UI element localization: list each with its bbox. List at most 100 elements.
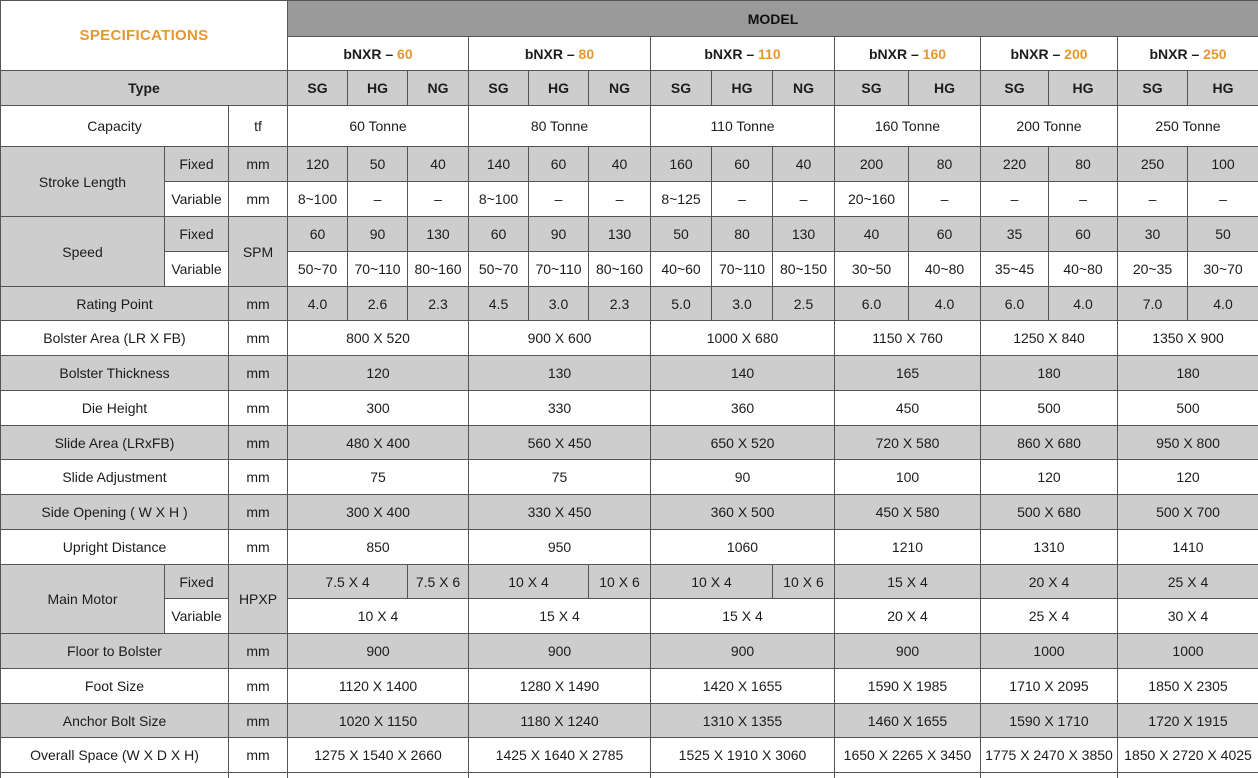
value-cell: 80 xyxy=(908,146,981,182)
value-cell: 1000 xyxy=(1117,633,1258,669)
value-cell: 7.5 X 6 xyxy=(407,564,469,599)
type-header: HG xyxy=(908,70,981,106)
type-header: HG xyxy=(528,70,589,106)
value-cell: 80~160 xyxy=(588,251,651,287)
value-cell: 860 X 680 xyxy=(980,425,1118,460)
value-cell: 1420 X 1655 xyxy=(650,668,835,704)
value-cell: 480 X 400 xyxy=(287,425,469,460)
model-name: bNXR – 250 xyxy=(1117,36,1258,71)
model-number: 60 xyxy=(397,45,413,62)
row-label: Foot Size xyxy=(0,668,229,704)
value-cell: 60 xyxy=(908,216,981,252)
type-header: SG xyxy=(834,70,909,106)
value-cell: 1250 X 840 xyxy=(980,320,1118,356)
value-cell: 650 X 520 xyxy=(650,425,835,460)
value-cell: 7.5 X 4 xyxy=(287,564,408,599)
value-cell: 50 xyxy=(347,146,408,182)
unit-cell: mm xyxy=(228,355,288,391)
model-prefix: bNXR – xyxy=(1010,45,1065,62)
value-cell: 120 xyxy=(287,146,348,182)
value-cell: 165 xyxy=(834,355,981,391)
value-cell: 60 xyxy=(287,216,348,252)
partial-row-cell xyxy=(1117,772,1258,778)
model-name: bNXR – 110 xyxy=(650,36,835,71)
value-cell: 1000 X 680 xyxy=(650,320,835,356)
row-label: Floor to Bolster xyxy=(0,633,229,669)
unit-cell: mm xyxy=(228,633,288,669)
value-cell: 40~80 xyxy=(1048,251,1118,287)
row-label: Overall Space (W X D X H) xyxy=(0,737,229,773)
value-cell: 1775 X 2470 X 3850 xyxy=(980,737,1118,773)
value-cell: 2.3 xyxy=(588,286,651,321)
sub-label: Fixed xyxy=(164,146,229,182)
value-cell: 90 xyxy=(347,216,408,252)
value-cell: 10 X 6 xyxy=(588,564,651,599)
value-cell: 1710 X 2095 xyxy=(980,668,1118,704)
value-cell: 6.0 xyxy=(834,286,909,321)
sub-label: Variable xyxy=(164,251,229,287)
value-cell: 900 xyxy=(650,633,835,669)
value-cell: 500 X 680 xyxy=(980,494,1118,530)
value-cell: 950 xyxy=(468,529,651,565)
value-cell: 4.0 xyxy=(908,286,981,321)
value-cell: 900 xyxy=(287,633,469,669)
row-label: Die Height xyxy=(0,390,229,426)
row-label: Anchor Bolt Size xyxy=(0,703,229,738)
type-header: SG xyxy=(468,70,529,106)
value-cell: 20 X 4 xyxy=(980,564,1118,599)
type-header: NG xyxy=(407,70,469,106)
value-cell: 40 xyxy=(772,146,835,182)
unit-cell: mm xyxy=(228,703,288,738)
value-cell: 360 xyxy=(650,390,835,426)
model-number: 250 xyxy=(1203,45,1227,62)
value-cell: 7.0 xyxy=(1117,286,1188,321)
value-cell: 2.5 xyxy=(772,286,835,321)
value-cell: 500 xyxy=(980,390,1118,426)
value-cell: 1310 X 1355 xyxy=(650,703,835,738)
value-cell: 110 Tonne xyxy=(650,105,835,147)
value-cell: 40 xyxy=(834,216,909,252)
table-head: SPECIFICATIONS MODEL bNXR – 60 bNXR – 80 bNX… xyxy=(0,0,1258,106)
value-cell: 800 X 520 xyxy=(287,320,469,356)
value-cell: 80~160 xyxy=(407,251,469,287)
value-cell: 450 xyxy=(834,390,981,426)
value-cell: – xyxy=(1187,181,1258,217)
value-cell: 70~110 xyxy=(711,251,773,287)
value-cell: 1310 xyxy=(980,529,1118,565)
value-cell: 50~70 xyxy=(468,251,529,287)
model-number: 160 xyxy=(922,45,947,62)
value-cell: 300 X 400 xyxy=(287,494,469,530)
value-cell: 20 X 4 xyxy=(834,598,981,634)
value-cell: 900 X 600 xyxy=(468,320,651,356)
row-label: Slide Adjustment xyxy=(0,459,229,495)
value-cell: 80 xyxy=(711,216,773,252)
sub-label: Variable xyxy=(164,598,229,634)
value-cell: – xyxy=(347,181,408,217)
value-cell: 1150 X 760 xyxy=(834,320,981,356)
value-cell: 40 xyxy=(407,146,469,182)
value-cell: 850 xyxy=(287,529,469,565)
unit-cell: mm xyxy=(228,494,288,530)
value-cell: 500 xyxy=(1117,390,1258,426)
value-cell: 3.0 xyxy=(711,286,773,321)
unit-cell: mm xyxy=(228,529,288,565)
value-cell: 1180 X 1240 xyxy=(468,703,651,738)
unit-cell: HPXP xyxy=(228,564,288,634)
unit-cell: mm xyxy=(228,737,288,773)
value-cell: 180 xyxy=(980,355,1118,391)
value-cell: 80~150 xyxy=(772,251,835,287)
value-cell: 50~70 xyxy=(287,251,348,287)
value-cell: 130 xyxy=(407,216,469,252)
sub-label: Fixed xyxy=(164,564,229,599)
partial-row-cell xyxy=(834,772,981,778)
value-cell: 300 xyxy=(287,390,469,426)
value-cell: – xyxy=(711,181,773,217)
value-cell: 1210 xyxy=(834,529,981,565)
sub-label: Variable xyxy=(164,181,229,217)
value-cell: 160 Tonne xyxy=(834,105,981,147)
type-header: SG xyxy=(980,70,1049,106)
value-cell: 30 xyxy=(1117,216,1188,252)
model-prefix: bNXR – xyxy=(704,45,759,62)
value-cell: 10 X 4 xyxy=(468,564,589,599)
